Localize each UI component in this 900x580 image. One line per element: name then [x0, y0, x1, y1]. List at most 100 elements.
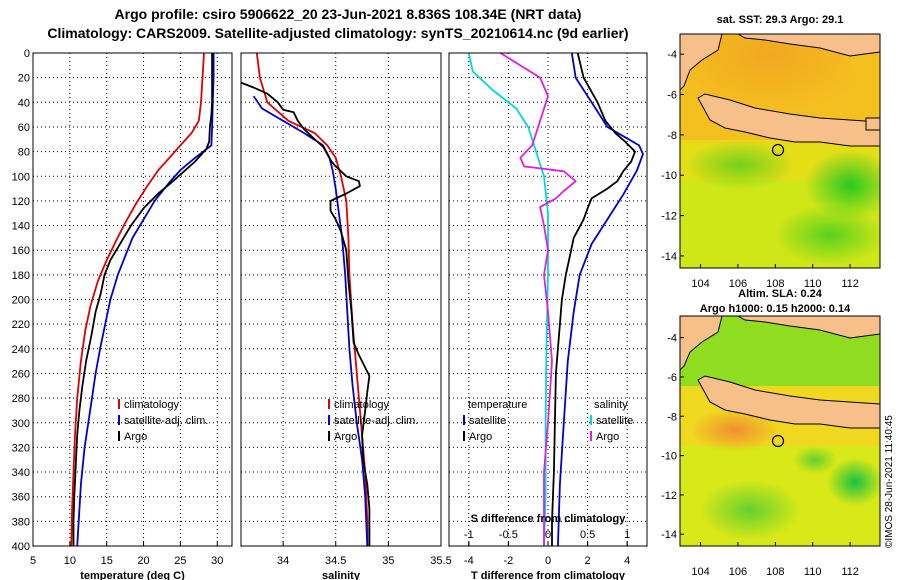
title-line-2: Climatology: CARS2009. Satellite-adjuste… — [47, 25, 628, 41]
map-lon-tick-label: 110 — [804, 278, 822, 290]
map-lon-tick-label: 108 — [766, 278, 784, 290]
map-lat-tick-label: -8 — [667, 130, 677, 142]
salinity-panel: 34 34.5 35 35.5 salinity climatology satellite… — [240, 52, 452, 580]
temperature-series-argo — [72, 53, 214, 546]
map-lat-tick-label: -6 — [667, 90, 677, 102]
temperature-ytick-label: 300 — [12, 418, 30, 430]
map-lon-tick-label: 110 — [804, 566, 822, 578]
map-lat-tick-label: -10 — [661, 170, 677, 182]
map-lon-tick-label: 112 — [841, 278, 859, 290]
temperature-ytick-label: 20 — [18, 73, 30, 85]
difference-xtick-label: 0 — [545, 555, 551, 567]
map-lon-tick-label: 112 — [841, 566, 859, 578]
temperature-ytick-label: 280 — [12, 393, 30, 405]
map-lon-tick-label: 104 — [691, 566, 709, 578]
difference-legend-label: satellite — [596, 415, 633, 427]
temperature-legend-label: climatology — [124, 399, 180, 411]
sst-map-title: sat. SST: 29.3 Argo: 29.1 — [717, 14, 844, 26]
sla-low-patch-east — [827, 458, 880, 506]
temperature-series-satellite-adj-clim- — [76, 53, 215, 547]
map-lat-tick-label: -10 — [661, 451, 677, 463]
difference-series-salinity-argo — [500, 52, 577, 546]
temperature-xtick-label: 20 — [137, 555, 149, 567]
sla-map-frame — [679, 315, 881, 547]
temperature-ytick-label: 60 — [18, 122, 30, 134]
temperature-ytick-label: 0 — [24, 48, 30, 60]
sla-low-patch-south — [700, 480, 800, 540]
difference-legend-header: temperature — [468, 399, 527, 411]
difference-top-tick-label: -1 — [464, 529, 474, 541]
salinity-xtick-label: 35 — [382, 555, 394, 567]
salinity-legend-label: Argo — [334, 431, 357, 443]
difference-legend-header: salinity — [594, 399, 628, 411]
temperature-ytick-label: 320 — [12, 442, 30, 454]
difference-legend-label: Argo — [469, 431, 492, 443]
title-line-1: Argo profile: csiro 5906622_20 23-Jun-20… — [115, 6, 582, 22]
temperature-ytick-label: 120 — [12, 196, 30, 208]
map-lat-tick-label: -12 — [661, 211, 677, 223]
sst-cool-patch-south — [775, 205, 880, 265]
temperature-ytick-label: 400 — [12, 541, 30, 553]
difference-top-tick-label: 0.5 — [580, 529, 595, 541]
salinity-legend-label: satellite-adj. clim. — [334, 415, 418, 427]
difference-series-salinity-satellite — [467, 52, 549, 547]
sla-map-title-2: Argo h1000: 0.15 h2000: 0.14 — [700, 303, 851, 315]
temperature-ytick-label: 40 — [18, 97, 30, 109]
difference-xtick-label: -4 — [464, 555, 474, 567]
difference-panel: -4 -2 0 2 4 T difference from climatology -1 -0… — [448, 52, 648, 580]
difference-top-tick-label: 0 — [545, 529, 551, 541]
temperature-ytick-label: 340 — [12, 467, 30, 479]
java-land-2 — [697, 375, 880, 429]
difference-xtick-label: -2 — [504, 555, 514, 567]
map-lon-tick-label: 104 — [691, 278, 709, 290]
temperature-ytick-label: 220 — [12, 319, 30, 331]
salinity-legend-label: climatology — [334, 399, 390, 411]
sst-map-frame — [679, 33, 881, 269]
temperature-legend-label: Argo — [124, 431, 147, 443]
temperature-panel: 5 10 15 20 25 30 temperature (deg C) 0 20 40 60 80 1… — [12, 48, 233, 580]
temperature-ytick-label: 200 — [12, 295, 30, 307]
difference-xlabel: T difference from climatology — [471, 570, 626, 580]
difference-top-tick-label: 1 — [624, 529, 630, 541]
map-lat-tick-label: -6 — [667, 372, 677, 384]
temperature-ytick-label: 260 — [12, 368, 30, 380]
java-land — [697, 93, 880, 147]
salinity-frame — [240, 52, 442, 547]
sla-high-patch — [690, 408, 780, 452]
difference-xtick-label: 4 — [624, 555, 630, 567]
temperature-legend-label: satellite-adj. clim. — [124, 415, 208, 427]
difference-top-axis-label: S difference from climatology — [471, 513, 627, 525]
temperature-ytick-label: 160 — [12, 245, 30, 257]
map-lat-tick-label: -8 — [667, 411, 677, 423]
salinity-xlabel: salinity — [322, 570, 361, 580]
salinity-xtick-label: 34.5 — [325, 555, 346, 567]
temperature-xlabel: temperature (deg C) — [80, 570, 185, 580]
difference-series-temperature-argo — [551, 52, 636, 546]
temperature-xtick-label: 30 — [211, 555, 223, 567]
difference-top-tick-label: -0.5 — [499, 529, 518, 541]
argo-marker-sla — [771, 434, 785, 448]
sst-map: sat. SST: 29.3 Argo: 29.1 -4 -6 -8 -10 -12 -1… — [661, 14, 881, 290]
temperature-xtick-label: 15 — [101, 555, 113, 567]
map-lat-tick-label: -4 — [667, 333, 677, 345]
map-lat-tick-label: -14 — [661, 251, 677, 263]
map-lat-tick-label: -14 — [661, 529, 677, 541]
borneo-land-2 — [736, 316, 880, 339]
difference-series-temperature-satellite — [557, 52, 644, 547]
sla-map-title-1: Altim. SLA: 0.24 — [738, 288, 823, 300]
temperature-xtick-label: 5 — [30, 555, 36, 567]
temperature-frame — [32, 52, 233, 547]
borneo-land — [736, 34, 880, 57]
difference-legend-label: Argo — [596, 431, 619, 443]
bali-land — [865, 117, 880, 131]
temperature-series-climatology — [70, 52, 205, 547]
sumatra-land-2 — [680, 316, 723, 371]
salinity-series-argo — [240, 81, 371, 546]
map-lon-tick-label: 106 — [729, 566, 747, 578]
map-lat-tick-label: -12 — [661, 490, 677, 502]
sla-map: Altim. SLA: 0.24 Argo h1000: 0.15 h2000:… — [661, 288, 881, 578]
sst-cool-patch-east — [805, 150, 880, 220]
temperature-xtick-label: 10 — [64, 555, 76, 567]
temperature-ytick-label: 140 — [12, 221, 30, 233]
salinity-xtick-label: 35.5 — [430, 555, 451, 567]
